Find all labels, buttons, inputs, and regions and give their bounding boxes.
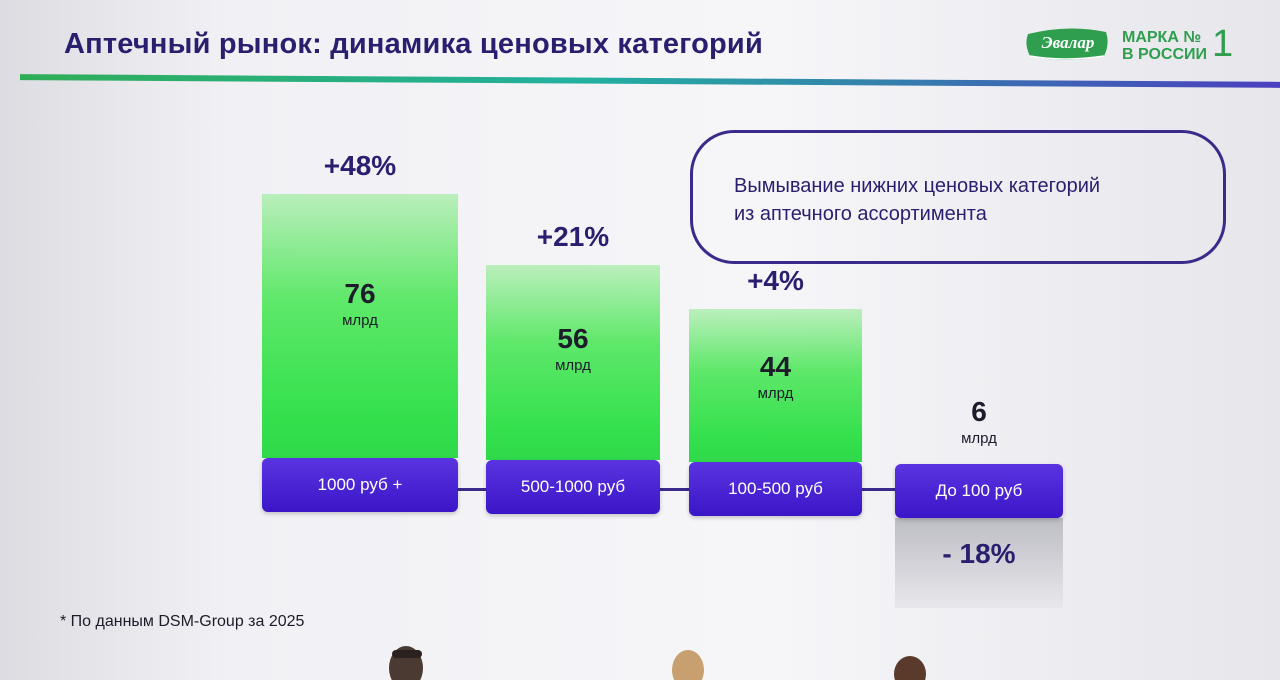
change-label-3: +4%	[747, 265, 804, 297]
logo-text: Эвалар	[1041, 33, 1095, 52]
unit-label-1: млрд	[342, 312, 378, 330]
unit-label-4: млрд	[961, 430, 997, 447]
change-label-1: +48%	[323, 150, 397, 181]
brand-tagline-line1: МАРКА №	[1122, 29, 1202, 46]
value-label-2: 56	[557, 323, 589, 355]
value-label-3: 44	[759, 351, 792, 383]
slide-title: Аптечный рынок: динамика ценовых категор…	[64, 28, 763, 60]
category-pill-1: 1000 руб +	[262, 458, 458, 512]
value-label-1: 76	[344, 278, 376, 310]
value-label-4: 6	[971, 396, 987, 427]
bar-3	[689, 309, 862, 462]
evalar-logo-icon	[1026, 28, 1108, 60]
callout-line1: Вымывание нижних ценовых категорий	[734, 175, 1101, 197]
bar-1	[262, 194, 458, 458]
category-pill-3: 100-500 руб	[689, 462, 862, 516]
title-accent-line	[20, 74, 1280, 88]
category-pill-2: 500-1000 руб	[486, 460, 660, 514]
brand-number: 1	[1212, 23, 1234, 65]
callout-line2: из аптечного ассортимента	[734, 203, 987, 225]
category-pill-4: До 100 руб	[895, 464, 1063, 518]
change-label-2: +21%	[536, 221, 610, 253]
callout-box	[690, 130, 1226, 264]
audience-heads-image	[389, 646, 926, 680]
callout-text: Вымывание нижних ценовых категорий из ап…	[734, 172, 1204, 228]
change-label-4: - 18%	[942, 538, 1016, 569]
footnote: * По данным DSM-Group за 2025	[60, 613, 305, 630]
brand-tagline-line2: В РОССИИ	[1122, 46, 1208, 63]
unit-label-2: млрд	[555, 357, 591, 375]
bar-2	[486, 265, 660, 460]
bar-4-decline	[895, 518, 1063, 608]
unit-label-3: млрд	[757, 385, 794, 403]
